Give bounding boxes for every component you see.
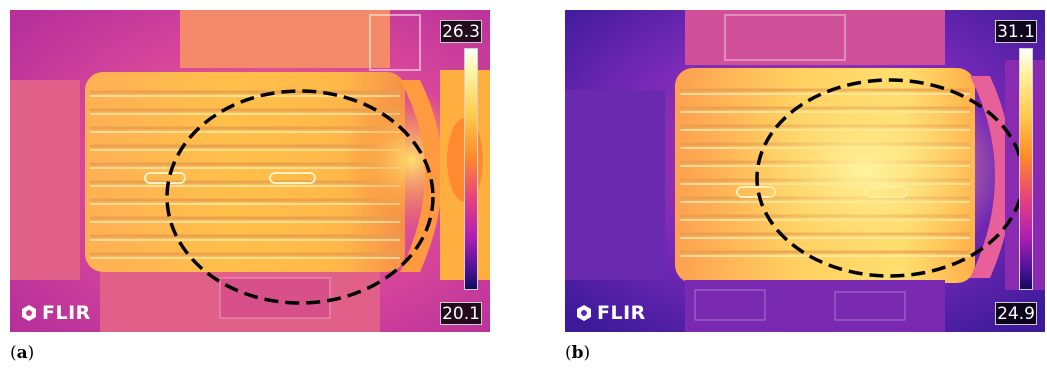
temperature-max-label: 26.3 — [440, 20, 482, 43]
thermal-scene-b — [565, 10, 1045, 332]
temperature-color-scale — [1019, 48, 1033, 290]
marker-ellipse-a — [165, 89, 435, 305]
thermal-image-b: 31.1 24.9 FLIR — [565, 10, 1045, 332]
flir-logo-icon — [577, 305, 591, 321]
caption-letter: a — [16, 343, 28, 363]
temperature-min-label: 24.9 — [995, 302, 1037, 325]
temperature-max-label: 31.1 — [995, 20, 1037, 43]
flir-logo-text: FLIR — [42, 302, 91, 324]
thermal-image-a: 26.3 20.1 FLIR — [10, 10, 490, 332]
flir-logo-text: FLIR — [597, 302, 646, 324]
caption-open-paren: ( — [565, 343, 572, 363]
flir-logo: FLIR — [20, 302, 91, 324]
temperature-min-label: 20.1 — [440, 302, 482, 325]
flir-logo: FLIR — [575, 302, 646, 324]
flir-logo-icon — [22, 305, 36, 321]
caption-b: (b) — [565, 343, 590, 363]
caption-close-paren: ) — [27, 343, 35, 363]
caption-a: (a) — [10, 343, 34, 363]
thermal-scene-a — [10, 10, 490, 332]
temperature-color-scale — [464, 48, 478, 290]
caption-open-paren: ( — [10, 343, 17, 363]
caption-letter: b — [571, 343, 584, 363]
caption-close-paren: ) — [583, 343, 591, 363]
